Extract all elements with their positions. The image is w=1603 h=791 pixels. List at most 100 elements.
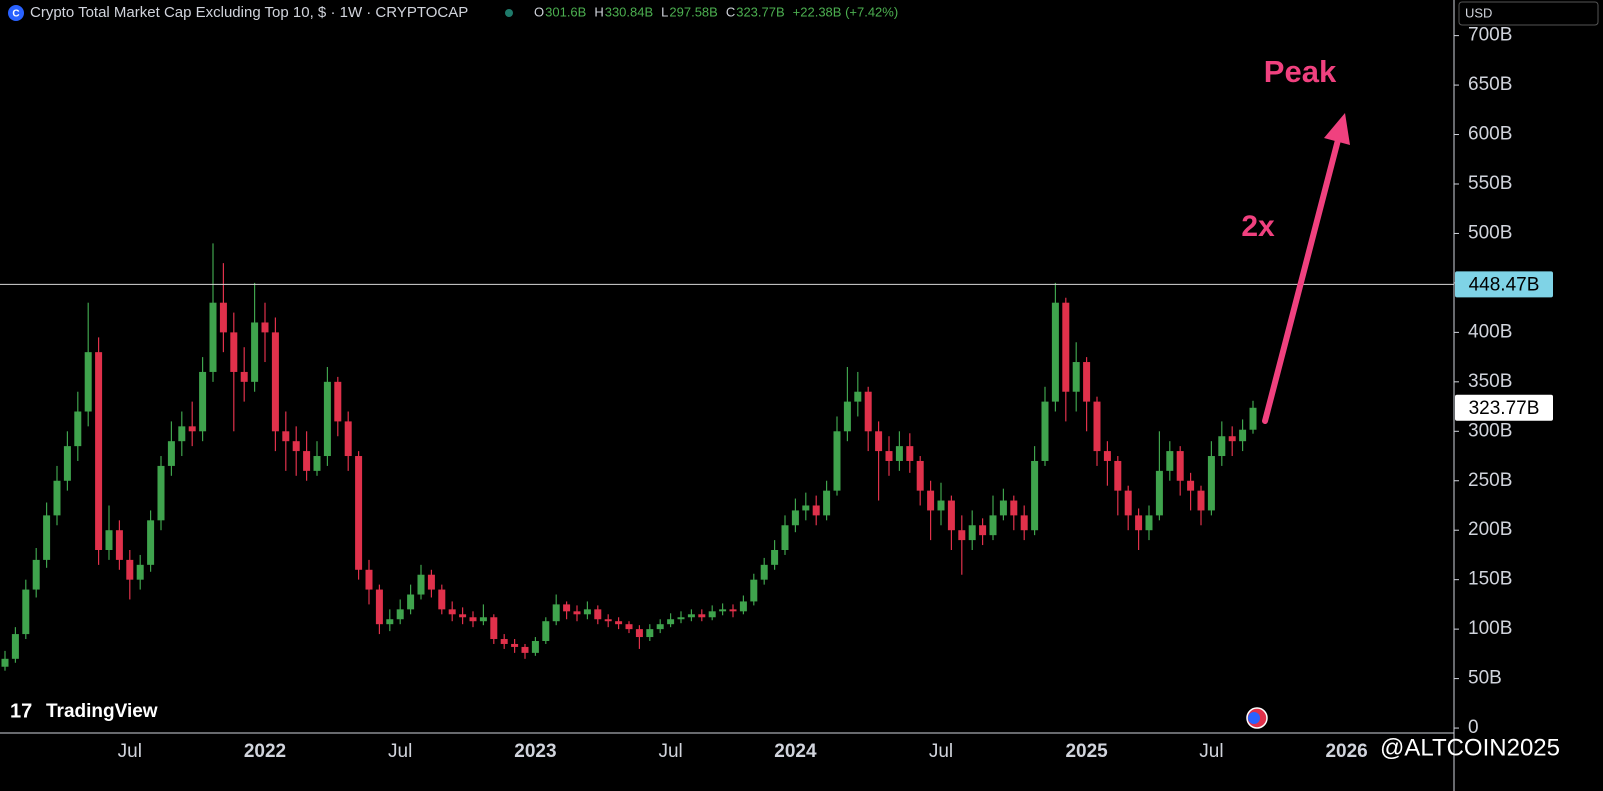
y-tick-label: 0 bbox=[1468, 717, 1479, 738]
candle-body bbox=[1093, 401, 1101, 452]
candle-body bbox=[1010, 500, 1018, 516]
legend-key: L bbox=[661, 4, 668, 19]
candle-body bbox=[958, 530, 966, 541]
candle-body bbox=[885, 451, 893, 461]
candle-body bbox=[1041, 401, 1049, 461]
event-flag-inner[interactable] bbox=[1248, 712, 1260, 724]
candle-body bbox=[167, 441, 175, 466]
candle-body bbox=[864, 391, 872, 432]
level-label-box bbox=[1455, 271, 1553, 298]
candle-body bbox=[500, 639, 508, 644]
candle-body bbox=[32, 559, 40, 590]
y-tick-label: 200B bbox=[1468, 519, 1512, 540]
candle-body bbox=[573, 611, 581, 615]
candle-body bbox=[1249, 407, 1257, 430]
candle-body bbox=[906, 446, 914, 461]
candle-body bbox=[105, 530, 113, 550]
level-label: 448.47B bbox=[1469, 274, 1540, 295]
candle-body bbox=[750, 579, 758, 602]
legend-value: 330.84B bbox=[605, 4, 653, 19]
candle-body bbox=[147, 520, 155, 565]
candle-body bbox=[178, 426, 186, 442]
candle-body bbox=[11, 634, 19, 659]
candle-body bbox=[677, 617, 685, 620]
candle-body bbox=[739, 601, 747, 612]
x-tick-label: 2024 bbox=[774, 741, 817, 762]
candle-body bbox=[583, 609, 591, 615]
candle-body bbox=[1166, 451, 1174, 471]
candle-body bbox=[479, 617, 487, 622]
candle-body bbox=[531, 641, 539, 653]
legend-key: H bbox=[594, 4, 603, 19]
candle-body bbox=[999, 500, 1007, 516]
candle-body bbox=[438, 589, 446, 610]
x-tick-label: Jul bbox=[1199, 741, 1223, 762]
candle-body bbox=[251, 322, 259, 382]
candle-body bbox=[563, 604, 571, 612]
y-tick-label: 100B bbox=[1468, 618, 1512, 639]
candle-body bbox=[448, 609, 456, 615]
candle-body bbox=[719, 609, 727, 612]
candle-body bbox=[916, 460, 924, 491]
legend-value: 323.77B bbox=[736, 4, 784, 19]
candle-body bbox=[625, 624, 633, 630]
candle-body bbox=[313, 456, 321, 471]
candle-body bbox=[615, 621, 623, 625]
y-tick-label: 350B bbox=[1468, 371, 1512, 392]
x-tick-label: 2026 bbox=[1325, 741, 1367, 762]
brand-name: TradingView bbox=[46, 701, 158, 722]
candle-body bbox=[427, 574, 435, 590]
currency-label[interactable]: USD bbox=[1465, 5, 1492, 20]
candle-body bbox=[1135, 515, 1143, 531]
plot-layer bbox=[0, 243, 1454, 671]
candle-body bbox=[1187, 480, 1195, 491]
candle-body bbox=[1239, 429, 1247, 442]
candle-body bbox=[334, 381, 342, 422]
candle-body bbox=[43, 515, 51, 560]
candle-body bbox=[1228, 436, 1236, 442]
candle-body bbox=[1062, 302, 1070, 392]
candle-body bbox=[781, 525, 789, 550]
candle-body bbox=[656, 624, 664, 630]
candle-body bbox=[1083, 362, 1091, 402]
currency-selector[interactable] bbox=[1458, 1, 1599, 26]
y-tick-label: 650B bbox=[1468, 74, 1512, 95]
symbol-icon bbox=[8, 5, 24, 21]
candle-body bbox=[459, 614, 467, 618]
candle-body bbox=[230, 332, 238, 372]
candle-body bbox=[188, 426, 196, 432]
candle-body bbox=[375, 589, 383, 625]
candle-body bbox=[895, 446, 903, 461]
y-tick-label: 300B bbox=[1468, 420, 1512, 441]
candle-body bbox=[271, 332, 279, 432]
candle-body bbox=[791, 510, 799, 526]
candle-body bbox=[157, 465, 165, 521]
candle-body bbox=[854, 391, 862, 402]
candle-body bbox=[407, 594, 415, 610]
candle-body bbox=[386, 619, 394, 625]
y-tick-label: 550B bbox=[1468, 173, 1512, 194]
candle-body bbox=[604, 619, 612, 622]
candle-body bbox=[812, 505, 820, 516]
candle-body bbox=[84, 352, 92, 412]
candle-body bbox=[1072, 362, 1080, 392]
candle-body bbox=[771, 549, 779, 565]
candle-body bbox=[344, 421, 352, 457]
candle-body bbox=[1031, 460, 1039, 531]
x-tick-label: Jul bbox=[118, 741, 142, 762]
candle-body bbox=[95, 352, 103, 550]
candle-body bbox=[1176, 451, 1184, 481]
candle-body bbox=[823, 490, 831, 516]
brand-logo: 17 bbox=[10, 700, 32, 722]
candle-body bbox=[1218, 436, 1226, 457]
candle-body bbox=[53, 480, 61, 516]
candle-body bbox=[542, 621, 550, 642]
candle-body bbox=[521, 646, 529, 653]
candle-body bbox=[802, 505, 810, 511]
market-status bbox=[505, 9, 513, 17]
candle-body bbox=[115, 530, 123, 560]
x-tick-label: 2025 bbox=[1065, 741, 1108, 762]
candle-body bbox=[947, 500, 955, 531]
candle-body bbox=[594, 609, 602, 620]
